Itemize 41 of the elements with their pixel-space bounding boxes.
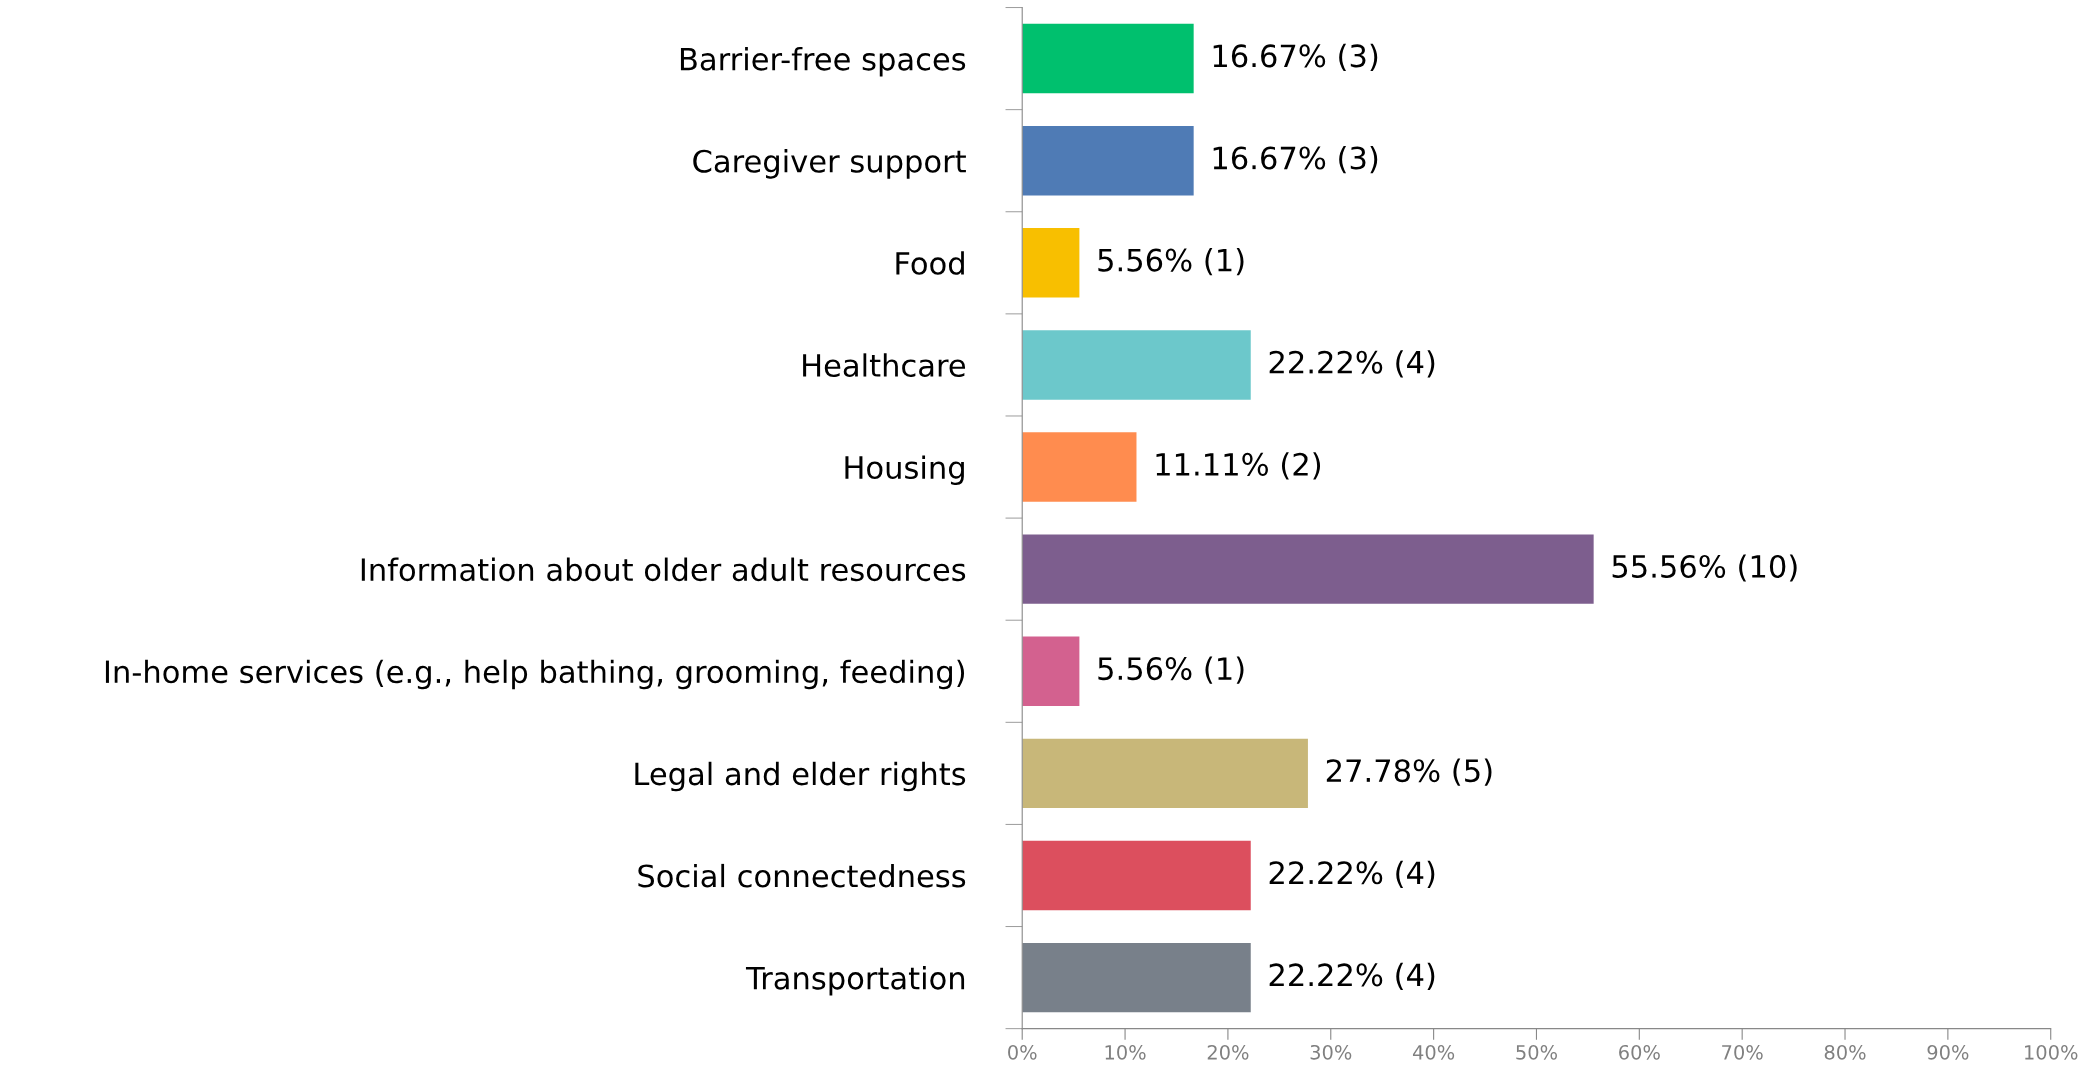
bar bbox=[1022, 228, 1080, 298]
x-tick-label: 40% bbox=[1412, 1044, 1455, 1060]
y-tick-label: Barrier-free spaces bbox=[680, 46, 966, 77]
data-label: 27.78% (5) bbox=[1326, 758, 1492, 786]
x-tick-label: 10% bbox=[1105, 1044, 1146, 1060]
data-label: 22.22% (4) bbox=[1269, 350, 1435, 378]
bar bbox=[1022, 432, 1137, 502]
x-tick-label: 70% bbox=[1722, 1044, 1763, 1060]
bar bbox=[1022, 23, 1194, 94]
y-tick-label: In-home services (e.g., help bathing, grooming, feeding) bbox=[105, 659, 965, 690]
y-tick-label: Legal and elder rights bbox=[635, 761, 966, 792]
x-tick-label: 90% bbox=[1927, 1044, 1969, 1060]
x-tick-label: 80% bbox=[1824, 1044, 1866, 1060]
x-tick-label: 30% bbox=[1310, 1044, 1352, 1060]
bar bbox=[1022, 125, 1194, 196]
y-tick-label: Information about older adult resources bbox=[361, 557, 966, 582]
data-label: 16.67% (3) bbox=[1213, 43, 1378, 72]
y-tick-label: Housing bbox=[845, 455, 964, 485]
y-tick-label: Healthcare bbox=[803, 353, 966, 377]
x-tick-label: 20% bbox=[1207, 1044, 1249, 1060]
y-tick-label: Food bbox=[896, 251, 964, 275]
y-tick-label: Transportation bbox=[745, 965, 965, 996]
y-tick-label: Caregiver support bbox=[693, 149, 966, 179]
bar bbox=[1022, 840, 1251, 911]
bar bbox=[1022, 738, 1308, 809]
x-tick-label: 50% bbox=[1516, 1044, 1557, 1060]
bar bbox=[1022, 636, 1080, 706]
data-label: 11.11% (2) bbox=[1156, 452, 1321, 480]
data-label: 22.22% (4) bbox=[1269, 962, 1435, 991]
data-label: 5.56% (1) bbox=[1098, 248, 1244, 276]
x-tick-label: 60% bbox=[1619, 1044, 1660, 1060]
bar bbox=[1022, 534, 1594, 604]
bar bbox=[1022, 942, 1251, 1013]
bar bbox=[1022, 330, 1251, 400]
data-label: 5.56% (1) bbox=[1098, 656, 1244, 684]
x-tick-label: 100% bbox=[2025, 1044, 2078, 1060]
data-label: 55.56% (10) bbox=[1612, 554, 1797, 582]
data-label: 16.67% (3) bbox=[1213, 145, 1378, 174]
x-tick-label: 0% bbox=[1008, 1044, 1037, 1060]
data-label: 22.22% (4) bbox=[1269, 860, 1435, 888]
y-tick-label: Social connectedness bbox=[638, 863, 966, 888]
